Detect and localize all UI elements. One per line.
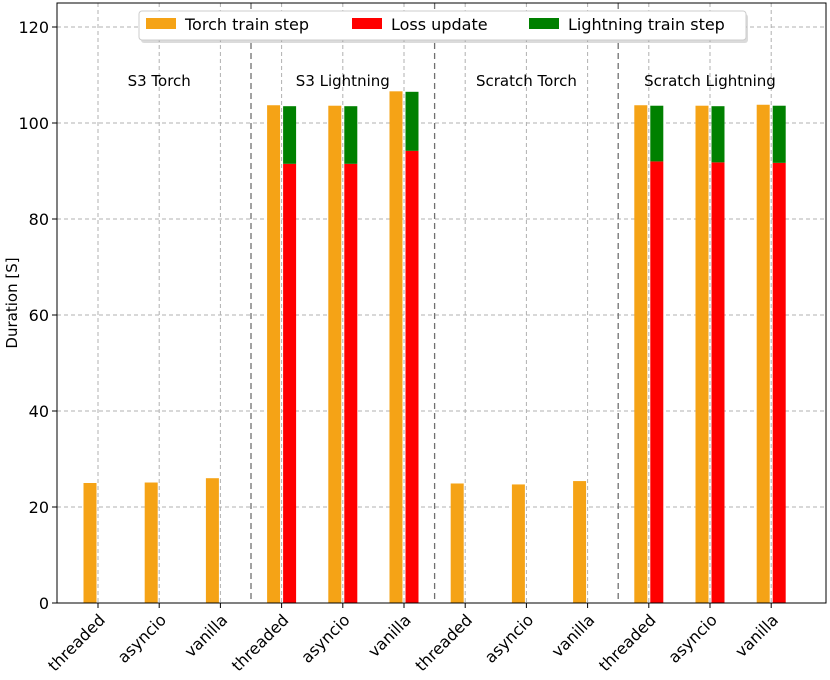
y-tick-label: 100 [18, 114, 49, 133]
bar-loss-update [711, 162, 725, 604]
plot-frame [56, 2, 827, 604]
bar-loss-update [650, 161, 664, 603]
x-tick-label: threaded [595, 610, 660, 675]
bar-torch-train-step [328, 105, 342, 603]
bar-loss-update [772, 162, 786, 603]
x-tick-label: vanilla [364, 610, 415, 661]
bar-loss-update [283, 163, 297, 604]
legend-box [138, 10, 747, 41]
group-labels: S3 Torch S3 Lightning Scratch Torch Scratch… [128, 72, 776, 90]
x-tick-label: threaded [228, 610, 293, 675]
y-tick-label: 20 [29, 498, 49, 517]
bar-torch-train-step [144, 482, 158, 603]
bar-torch-train-step [756, 104, 770, 603]
x-tick-label: threaded [44, 610, 109, 675]
group-label: Scratch Torch [476, 72, 577, 90]
bar-lightning-train-step [283, 106, 297, 164]
x-tick-label: asyncio [664, 610, 720, 666]
x-tick-label: asyncio [114, 610, 170, 666]
legend-label: Torch train step [184, 15, 309, 34]
x-tick-label: asyncio [297, 610, 353, 666]
plot-background [57, 3, 826, 603]
bar-torch-train-step [511, 484, 525, 603]
bar-torch-train-step [634, 105, 648, 604]
bar-torch-train-step [389, 91, 403, 603]
x-tick-label: threaded [411, 610, 476, 675]
legend-label: Lightning train step [568, 15, 725, 34]
x-tick-label: vanilla [731, 610, 782, 661]
bar-lightning-train-step [650, 105, 664, 162]
legend-label: Loss update [391, 15, 488, 34]
group-label: S3 Torch [128, 72, 191, 90]
bar-loss-update [344, 163, 358, 604]
legend-swatch [146, 18, 176, 29]
bar-lightning-train-step [344, 106, 358, 164]
y-tick-label: 60 [29, 306, 49, 325]
bar-lightning-train-step [772, 105, 786, 163]
bar-lightning-train-step [711, 106, 725, 163]
group-label: Scratch Lightning [644, 72, 776, 90]
bar-torch-train-step [205, 478, 219, 603]
x-tick-label: asyncio [481, 610, 537, 666]
legend: Torch train step Loss update Lightning tra… [138, 10, 748, 43]
legend-swatch [352, 18, 382, 29]
bars [83, 91, 786, 604]
legend-swatch [529, 18, 559, 29]
group-label: S3 Lightning [296, 72, 390, 90]
bar-torch-train-step [573, 481, 587, 603]
y-tick-label: 80 [29, 210, 49, 229]
bar-torch-train-step [267, 105, 281, 604]
y-tick-label: 40 [29, 402, 49, 421]
x-tick-label: vanilla [548, 610, 599, 661]
group-separators [250, 3, 619, 603]
y-tick-label: 120 [18, 18, 49, 37]
bar-lightning-train-step [405, 91, 419, 151]
bar-torch-train-step [695, 105, 709, 603]
bar-torch-train-step [450, 483, 464, 603]
y-axis-label: Duration [S] [3, 257, 21, 348]
y-tick-label: 0 [39, 594, 49, 613]
bar-loss-update [405, 150, 419, 603]
y-axis-ticks: 0 20 40 60 80 100 120 [18, 18, 57, 613]
x-tick-label: vanilla [181, 610, 232, 661]
bar-torch-train-step [83, 483, 97, 603]
